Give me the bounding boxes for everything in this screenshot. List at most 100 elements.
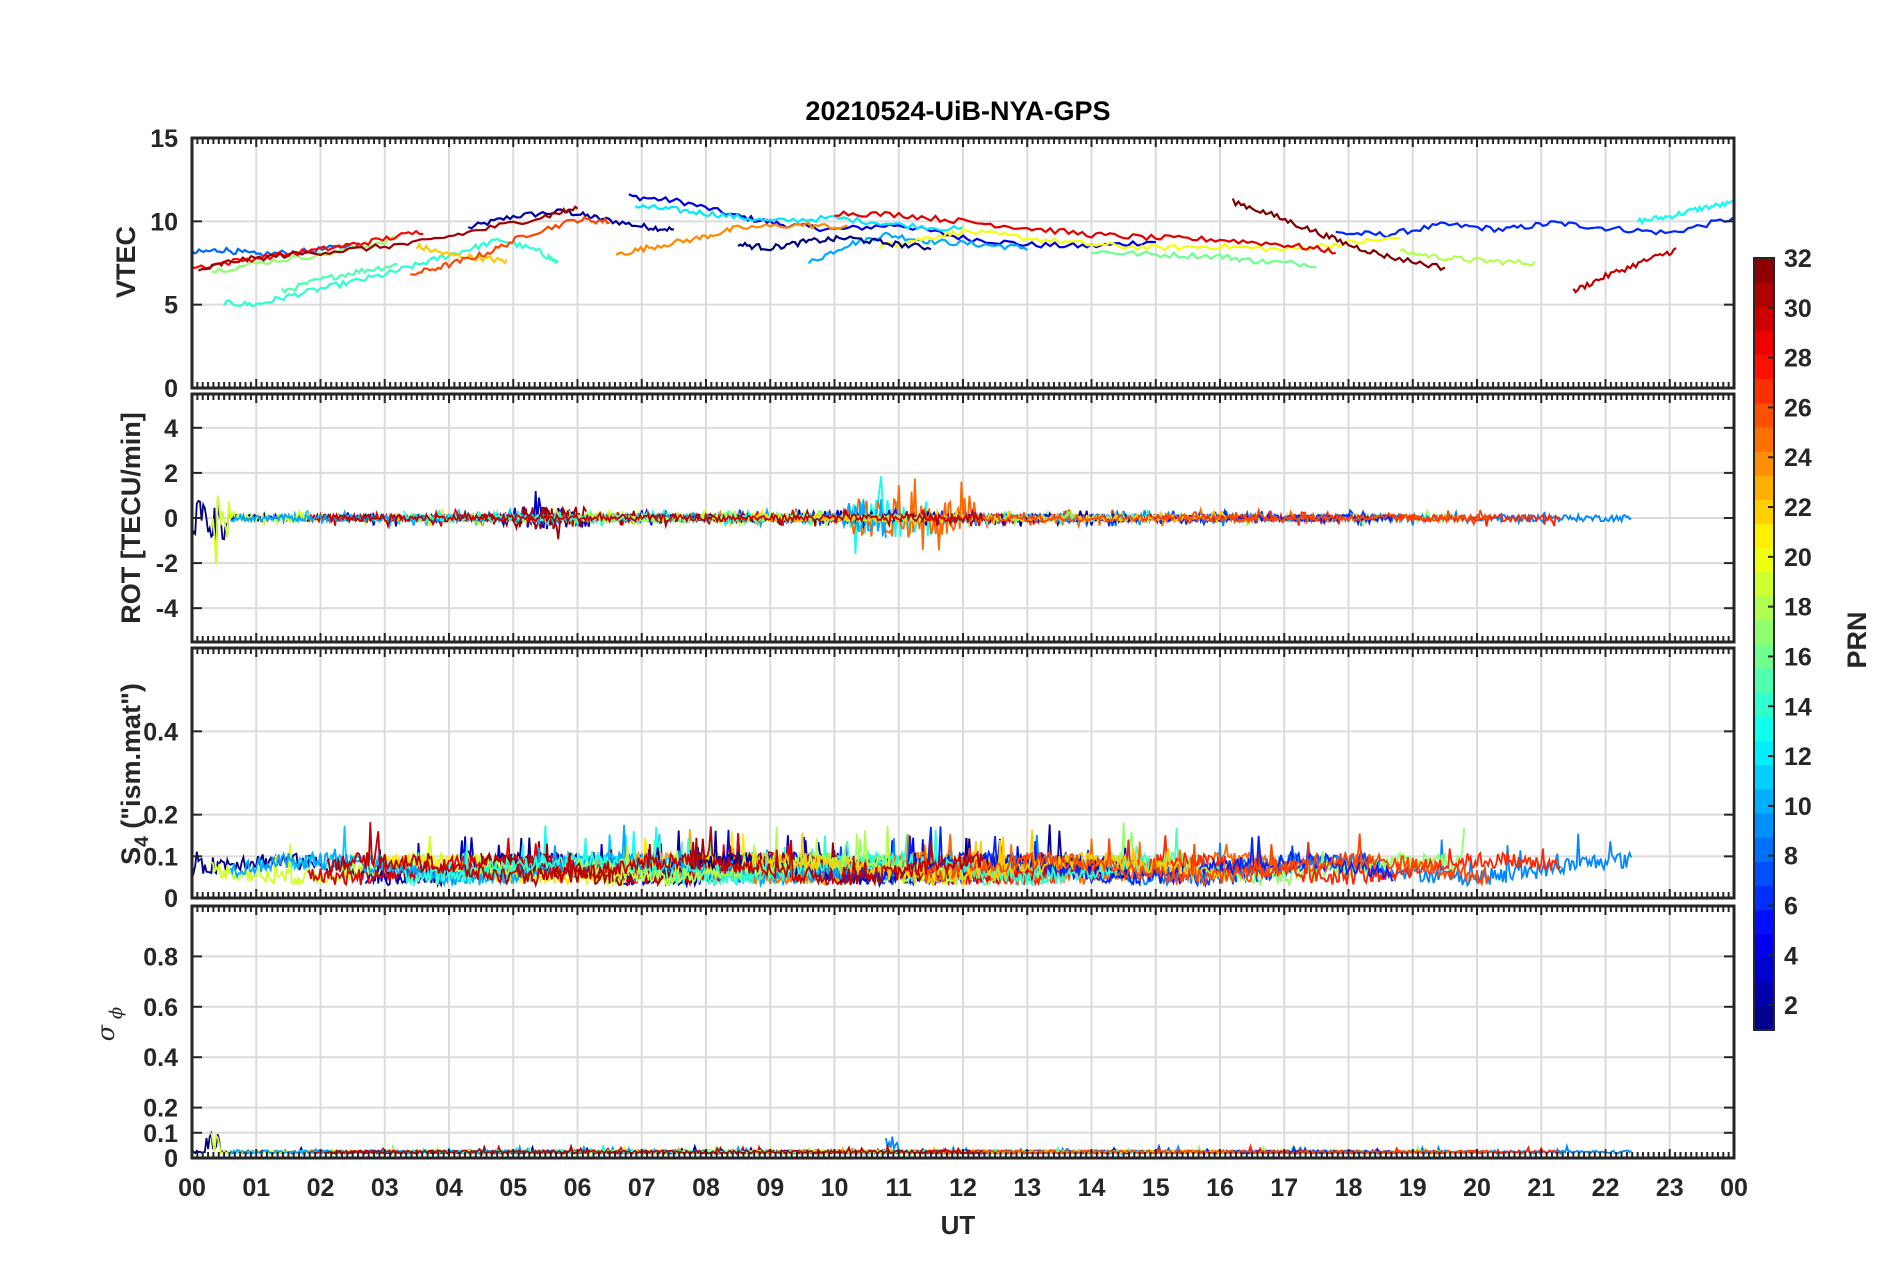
trace-prn22	[750, 829, 1228, 887]
colorbar-tick-label: 32	[1784, 245, 1812, 273]
x-tick-label: 19	[1399, 1174, 1427, 1202]
panel-vtec: 0 5 10 15	[150, 125, 1736, 403]
x-tick-label: 04	[435, 1174, 463, 1202]
colorbar-tick-label: 30	[1784, 295, 1812, 323]
x-tick-label: 23	[1656, 1174, 1684, 1202]
colorbar-tick-label: 6	[1784, 892, 1798, 920]
colorbar-tick-label: 12	[1784, 743, 1812, 771]
colorbar-tick-label: 22	[1784, 494, 1812, 522]
vtec-trace-prn4	[628, 193, 1156, 249]
vtec-trace-prn32	[1231, 198, 1446, 272]
trace-prn26	[923, 833, 1491, 887]
y-tick-label: -4	[156, 595, 178, 623]
vtec-trace-prn13	[1636, 200, 1734, 226]
trace-prn18	[576, 825, 964, 886]
colorbar-tick-label: 24	[1784, 444, 1812, 472]
y-tick-label: 0	[164, 505, 178, 533]
vtec-axis-label: VTEC	[111, 226, 141, 298]
vtec-trace-prn16	[1091, 249, 1317, 269]
panel-s4: 0 0.1 0.2 0.4	[143, 646, 1736, 913]
vtec-trace-prn29	[834, 210, 1336, 255]
y-tick-label: 0.2	[143, 1095, 178, 1123]
y-tick-label: 10	[150, 208, 178, 236]
y-tick-label: 4	[164, 415, 178, 443]
s4-axis-label: S4 ("ism.mat")	[116, 683, 153, 865]
panel-sigma-phi: 00.10.2 0.4 0.6 0.8	[143, 904, 1736, 1173]
x-tick-label: 01	[242, 1174, 270, 1202]
trace-prn26	[924, 1147, 1490, 1155]
x-axis-ticks: 00 01 02 03 04 05 06 07 08 09 10 11 12 13 14 15 16 17 18 19…	[178, 1174, 1748, 1202]
x-tick-label: 03	[371, 1174, 399, 1202]
vtec-trace-prn2	[467, 208, 674, 233]
y-tick-label: 2	[164, 460, 178, 488]
vtec-trace-prn8	[192, 242, 360, 258]
y-tick-label: 0.2	[143, 802, 178, 830]
y-tick-label: 0	[164, 1145, 178, 1173]
colorbar-tick-label: 26	[1784, 394, 1812, 422]
x-tick-label: 13	[1013, 1174, 1041, 1202]
x-tick-label: 09	[756, 1174, 784, 1202]
trace-prn26	[924, 507, 1491, 527]
trace-prn14	[403, 829, 1151, 888]
vtec-trace-prn17	[211, 235, 399, 274]
colorbar-label: PRN	[1842, 611, 1872, 668]
y-tick-label: 0	[164, 375, 178, 403]
vtec-trace-prn28	[192, 229, 424, 270]
y-tick-label: 0.4	[143, 718, 178, 746]
x-tick-label: 14	[1078, 1174, 1106, 1202]
x-tick-label: 18	[1335, 1174, 1363, 1202]
y-tick-label: -2	[156, 550, 178, 578]
y-tick-label: 0.1	[143, 843, 178, 871]
vtec-trace-prn26	[410, 215, 610, 276]
x-tick-label: 00	[1720, 1174, 1748, 1202]
x-tick-label: 06	[564, 1174, 592, 1202]
y-tick-label: 0.1	[143, 1120, 178, 1148]
colorbar-tick-label: 14	[1784, 693, 1812, 721]
x-tick-label: 16	[1206, 1174, 1234, 1202]
x-axis-label: UT	[941, 1210, 976, 1240]
x-tick-label: 08	[692, 1174, 720, 1202]
panel-rot: -4 -2 0 2 4	[156, 392, 1736, 644]
vtec-trace-prn6	[1335, 216, 1734, 239]
trace-prn27	[904, 835, 1562, 887]
trace-prn30	[326, 822, 984, 888]
y-tick-label: 0.6	[143, 994, 178, 1022]
x-tick-label: 21	[1527, 1174, 1555, 1202]
trace-prn30	[326, 507, 984, 530]
x-tick-label: 12	[949, 1174, 977, 1202]
vtec-trace-prn1	[737, 234, 932, 252]
x-tick-label: 22	[1592, 1174, 1620, 1202]
vtec-trace-prn31	[197, 205, 579, 272]
colorbar-tick-label: 18	[1784, 594, 1812, 622]
chart-title: 20210524-UiB-NYA-GPS	[805, 96, 1110, 126]
y-tick-label: 5	[164, 292, 178, 320]
rot-axis-label: ROT [TECU/min]	[116, 412, 146, 623]
y-tick-label: 0.4	[143, 1044, 178, 1072]
vtec-trace-prn14	[223, 237, 560, 308]
svg-text:S4 ("ism.mat"): S4 ("ism.mat")	[116, 683, 153, 865]
colorbar-tick-label: 8	[1784, 843, 1798, 871]
colorbar-tick-label: 4	[1784, 942, 1798, 970]
x-tick-label: 10	[821, 1174, 849, 1202]
colorbar-tick-label: 10	[1784, 793, 1812, 821]
x-tick-label: 15	[1142, 1174, 1170, 1202]
vtec-trace-prn30	[1572, 247, 1677, 294]
x-tick-label: 02	[307, 1174, 335, 1202]
svg-text:σ ϕ: σ ϕ	[92, 1007, 127, 1041]
x-tick-label: 07	[628, 1174, 656, 1202]
x-tick-label: 17	[1270, 1174, 1298, 1202]
vtec-trace-prn12	[634, 203, 964, 232]
x-tick-label: 20	[1463, 1174, 1491, 1202]
x-tick-label: 11	[886, 1174, 913, 1202]
vtec-trace-prn10	[807, 231, 1028, 265]
y-tick-label: 15	[150, 125, 178, 153]
vtec-trace-prn18	[1399, 247, 1536, 267]
trace-prn30	[326, 1143, 983, 1156]
vtec-trace-prn15	[281, 262, 398, 294]
y-tick-label: 0	[164, 885, 178, 913]
colorbar-tick-label: 20	[1784, 544, 1812, 572]
x-tick-label: 05	[499, 1174, 527, 1202]
y-tick-label: 0.8	[143, 943, 178, 971]
